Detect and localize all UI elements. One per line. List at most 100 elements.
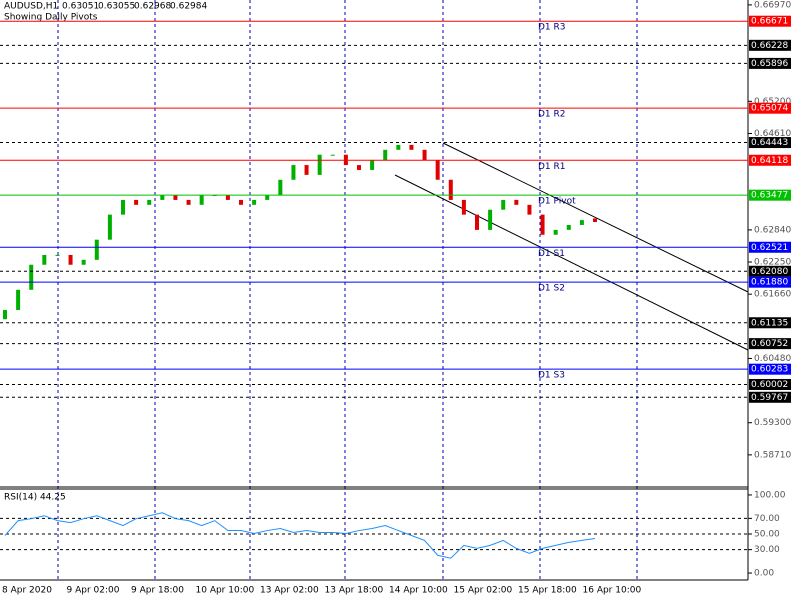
candle-body xyxy=(3,309,7,320)
quote-value: 0.62968 xyxy=(134,2,171,12)
y-tick-label: 0.61660 xyxy=(754,290,791,300)
candle-body xyxy=(29,264,34,290)
quote-value: 0.63051 xyxy=(62,2,99,12)
candle-body xyxy=(566,224,571,230)
subtitle: Showing Daily Pivots xyxy=(4,13,98,23)
x-tick-label: 15 Apr 18:00 xyxy=(518,586,577,596)
symbol: AUDUSD,H1 xyxy=(4,2,58,12)
channel-line xyxy=(394,174,749,351)
level-name: D1 Pivot xyxy=(538,197,576,207)
x-tick-label: 9 Apr 18:00 xyxy=(131,586,184,596)
candle-body xyxy=(461,199,466,215)
price-tag-label: 0.60752 xyxy=(751,339,788,349)
price-tag-label: 0.60283 xyxy=(751,365,788,375)
candle-body xyxy=(173,195,178,200)
y-tick-label: 0.00 xyxy=(754,569,774,579)
price-tag-label: 0.63477 xyxy=(751,191,788,201)
level-name: D1 R3 xyxy=(538,23,566,33)
candle-body xyxy=(593,218,597,223)
candle-body xyxy=(225,195,230,200)
price-tag xyxy=(749,241,791,253)
x-tick-label: 16 Apr 10:00 xyxy=(583,586,642,596)
price-tag xyxy=(749,39,791,51)
price-tag xyxy=(749,363,791,375)
y-tick-label: 30.00 xyxy=(754,545,780,555)
candle-body xyxy=(94,239,99,260)
price-tag xyxy=(749,57,791,69)
candle-body xyxy=(357,165,361,170)
level-name: D1 S1 xyxy=(538,249,565,259)
price-tag-label: 0.65896 xyxy=(751,59,788,69)
price-tag xyxy=(749,317,791,329)
candle-body xyxy=(199,195,204,205)
candle-body xyxy=(16,289,21,310)
quote-value: 0.62984 xyxy=(170,2,207,12)
channel-line xyxy=(442,142,749,293)
candle-body xyxy=(252,199,257,205)
candle-body xyxy=(278,179,283,196)
candle-body xyxy=(435,160,440,180)
y-tick-label: 0.65200 xyxy=(754,97,791,107)
price-tag-label: 0.64443 xyxy=(751,138,788,148)
y-tick-label: 0.59300 xyxy=(754,418,791,428)
candle-body xyxy=(291,165,296,180)
candle-body xyxy=(239,199,243,205)
candle-body xyxy=(540,214,545,235)
x-tick-label: 9 Apr 02:00 xyxy=(67,586,120,596)
y-tick-label: 0.62250 xyxy=(754,258,791,268)
candle-body xyxy=(134,199,139,205)
candle-body xyxy=(330,154,335,156)
price-tag-label: 0.62521 xyxy=(751,243,788,253)
x-tick-label: 14 Apr 10:00 xyxy=(389,586,448,596)
y-tick-label: 0.58710 xyxy=(754,450,791,460)
candle-body xyxy=(488,209,493,230)
candle-body xyxy=(396,144,401,150)
price-tag-label: 0.61135 xyxy=(751,318,788,328)
candle-body xyxy=(475,214,479,230)
level-name: D1 S2 xyxy=(538,284,565,294)
price-tag-label: 0.66228 xyxy=(751,41,788,51)
y-tick-label: 0.62840 xyxy=(754,225,791,235)
level-name: D1 R2 xyxy=(538,110,566,120)
candle-body xyxy=(55,254,60,256)
candle-body xyxy=(160,195,165,200)
candle-body xyxy=(42,254,47,265)
price-tag xyxy=(749,189,791,201)
candle-body xyxy=(514,199,519,205)
candle-body xyxy=(68,254,73,265)
x-tick-label: 10 Apr 10:00 xyxy=(196,586,255,596)
price-tag xyxy=(749,154,791,166)
candle-body xyxy=(448,179,453,200)
price-tag-label: 0.65074 xyxy=(751,104,788,114)
rsi-line xyxy=(4,512,596,559)
price-tag-label: 0.66671 xyxy=(751,17,788,27)
x-tick-label: 13 Apr 18:00 xyxy=(325,586,384,596)
level-name: D1 R1 xyxy=(538,162,566,172)
price-tag xyxy=(749,265,791,277)
candle-body xyxy=(409,144,414,150)
candle-body xyxy=(553,229,558,235)
price-tag-label: 0.64118 xyxy=(751,156,788,166)
candle-body xyxy=(579,220,584,225)
candle-body xyxy=(121,199,125,215)
quote-value: 0.63055 xyxy=(98,2,135,12)
y-tick-label: 0.64610 xyxy=(754,129,791,139)
price-tag xyxy=(749,102,791,114)
candle-body xyxy=(383,149,388,161)
price-tag-label: 0.61880 xyxy=(751,278,788,288)
candle-body xyxy=(370,160,375,170)
vertical-grid xyxy=(57,0,638,580)
rsi-title: RSI(14) 44.25 xyxy=(4,493,66,503)
candle-body xyxy=(186,199,191,205)
candle-body xyxy=(317,154,322,175)
candle-body xyxy=(147,199,152,205)
x-tick-label: 15 Apr 02:00 xyxy=(454,586,513,596)
y-tick-label: 70.00 xyxy=(754,514,780,524)
candle-body xyxy=(265,195,270,200)
price-tag xyxy=(749,276,791,288)
y-tick-label: 0.66970 xyxy=(754,0,791,10)
x-tick-label: 8 Apr 2020 xyxy=(2,586,52,596)
